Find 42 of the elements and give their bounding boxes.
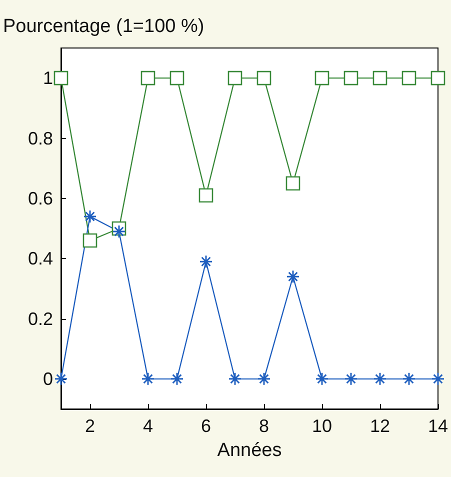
- point: [431, 372, 445, 386]
- point: [112, 224, 126, 238]
- point: [256, 70, 272, 86]
- point: [286, 270, 300, 284]
- x-tick-label: 4: [142, 416, 154, 436]
- point: [315, 372, 329, 386]
- point: [228, 372, 242, 386]
- x-tick-label: 8: [258, 416, 269, 436]
- point: [141, 372, 155, 386]
- point: [402, 372, 416, 386]
- y-axis-title: Pourcentage (1=100 %): [3, 16, 204, 37]
- point: [228, 70, 242, 86]
- point: [199, 254, 213, 268]
- point: [373, 372, 387, 386]
- point: [170, 372, 184, 386]
- point: [344, 70, 358, 86]
- y-tick-label: 0.2: [28, 308, 53, 329]
- x-axis-title: Années: [217, 440, 282, 461]
- point: [198, 188, 214, 203]
- y-tick-label: 0.6: [28, 188, 53, 208]
- point: [83, 210, 97, 224]
- y-tick-label: 0.8: [28, 128, 53, 148]
- point: [402, 70, 416, 86]
- x-tick-label: 2: [84, 416, 96, 436]
- x-tick-label: 10: [312, 416, 332, 436]
- y-tick-label: 1: [42, 68, 53, 88]
- point: [430, 70, 446, 86]
- point: [82, 233, 98, 248]
- point: [140, 70, 156, 86]
- point: [286, 176, 300, 191]
- point: [314, 70, 330, 86]
- point: [372, 70, 388, 86]
- point: [170, 70, 184, 86]
- point: [54, 70, 68, 86]
- point: [54, 372, 68, 386]
- point: [344, 372, 358, 386]
- y-tick-label: 0: [42, 368, 53, 389]
- x-tick-label: 6: [200, 416, 212, 436]
- y-tick-label: 0.4: [28, 248, 53, 269]
- x-tick-label: 14: [428, 416, 448, 436]
- point: [257, 372, 271, 386]
- x-tick-label: 12: [370, 416, 390, 436]
